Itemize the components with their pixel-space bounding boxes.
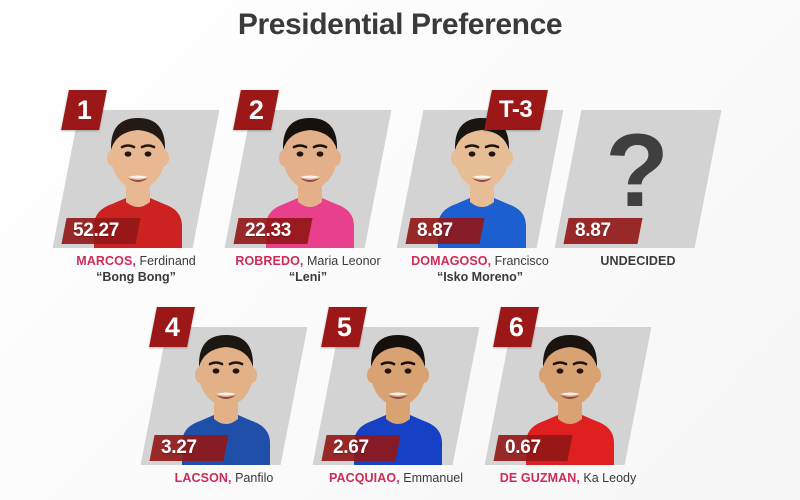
rank-badge: 1	[61, 90, 107, 130]
score-value: 22.33	[245, 220, 292, 241]
candidate-surname: PACQUIAO,	[328, 471, 400, 485]
candidate-card[interactable]: 1 52.27 MARCOS, Ferdinand “Bong Bong”	[52, 88, 220, 284]
rank-badge-label: 1	[76, 94, 92, 125]
score-band: 8.87	[405, 218, 485, 244]
page-title: Presidential Preference	[237, 8, 563, 41]
candidate-name: MARCOS, Ferdinand “Bong Bong”	[36, 253, 236, 286]
score-value: 2.67	[333, 437, 369, 458]
candidate-surname: DOMAGOSO,	[411, 254, 492, 268]
candidate-given-name: Francisco	[491, 254, 549, 268]
candidate-given-name: Maria Leonor	[303, 254, 381, 268]
candidate-name: DOMAGOSO, Francisco “Isko Moreno”	[380, 253, 580, 286]
score-value: 52.27	[73, 220, 120, 241]
rank-badge-label: 2	[248, 94, 264, 125]
rank-badge: 6	[493, 307, 539, 347]
candidate-name: LACSON, Panfilo	[124, 470, 324, 486]
candidate-card[interactable]: 6 0.67 DE GUZMAN, Ka Leody	[484, 305, 652, 485]
candidate-surname: LACSON,	[174, 471, 232, 485]
candidate-surname: UNDECIDED	[600, 254, 676, 268]
candidate-given-name: Ferdinand	[135, 254, 196, 268]
candidate-surname: MARCOS,	[76, 254, 136, 268]
candidate-card-undecided[interactable]: ? 8.87 UNDECIDED	[554, 88, 722, 268]
score-value: 8.87	[417, 220, 453, 241]
candidate-card[interactable]: 5 2.67 PACQUIAO, Emmanuel	[312, 305, 480, 485]
candidate-surname: ROBREDO,	[235, 254, 304, 268]
score-band: 2.67	[321, 435, 401, 461]
rank-badge-label: 4	[164, 311, 180, 342]
candidate-nickname: “Bong Bong”	[96, 270, 176, 285]
candidate-given-name: Ka Leody	[579, 471, 637, 485]
score-band: 22.33	[233, 218, 313, 244]
candidate-card[interactable]: T-3 8.87 DOMAGOSO, Francisco “Isko Moreno”	[396, 88, 564, 284]
rank-badge-label: 6	[508, 311, 524, 342]
rank-badge-label: 5	[336, 311, 352, 342]
score-band: 3.27	[149, 435, 229, 461]
question-mark-icon: ?	[605, 113, 669, 229]
score-value: 3.27	[161, 437, 197, 458]
score-band: 8.87	[563, 218, 643, 244]
candidate-surname: DE GUZMAN,	[499, 471, 580, 485]
rank-badge: 4	[149, 307, 195, 347]
candidate-card[interactable]: 4 3.27 LACSON, Panfilo	[140, 305, 308, 485]
candidate-given-name: Emmanuel	[399, 471, 464, 485]
candidate-row-bottom: 4 3.27 LACSON, Panfilo 5 2.67 PACQUIAO, Emma…	[0, 305, 800, 500]
candidate-name: DE GUZMAN, Ka Leody	[468, 470, 668, 486]
candidate-name: UNDECIDED	[538, 253, 738, 269]
rank-badge: 2	[233, 90, 279, 130]
candidate-name: PACQUIAO, Emmanuel	[296, 470, 496, 486]
candidate-nickname: “Isko Moreno”	[436, 270, 524, 285]
candidate-name: ROBREDO, Maria Leonor “Leni”	[208, 253, 408, 286]
rank-badge: 5	[321, 307, 367, 347]
candidate-given-name: Panfilo	[231, 471, 274, 485]
candidate-row-top: 1 52.27 MARCOS, Ferdinand “Bong Bong” 2 22.3…	[0, 88, 800, 288]
rank-badge-label: T-3	[499, 96, 533, 123]
score-value: 8.87	[575, 220, 611, 241]
score-value: 0.67	[505, 437, 541, 458]
rank-badge: T-3	[484, 90, 548, 130]
candidate-nickname: “Leni”	[288, 270, 328, 285]
score-band: 0.67	[493, 435, 573, 461]
candidate-card[interactable]: 2 22.33 ROBREDO, Maria Leonor “Leni”	[224, 88, 392, 284]
score-band: 52.27	[61, 218, 141, 244]
